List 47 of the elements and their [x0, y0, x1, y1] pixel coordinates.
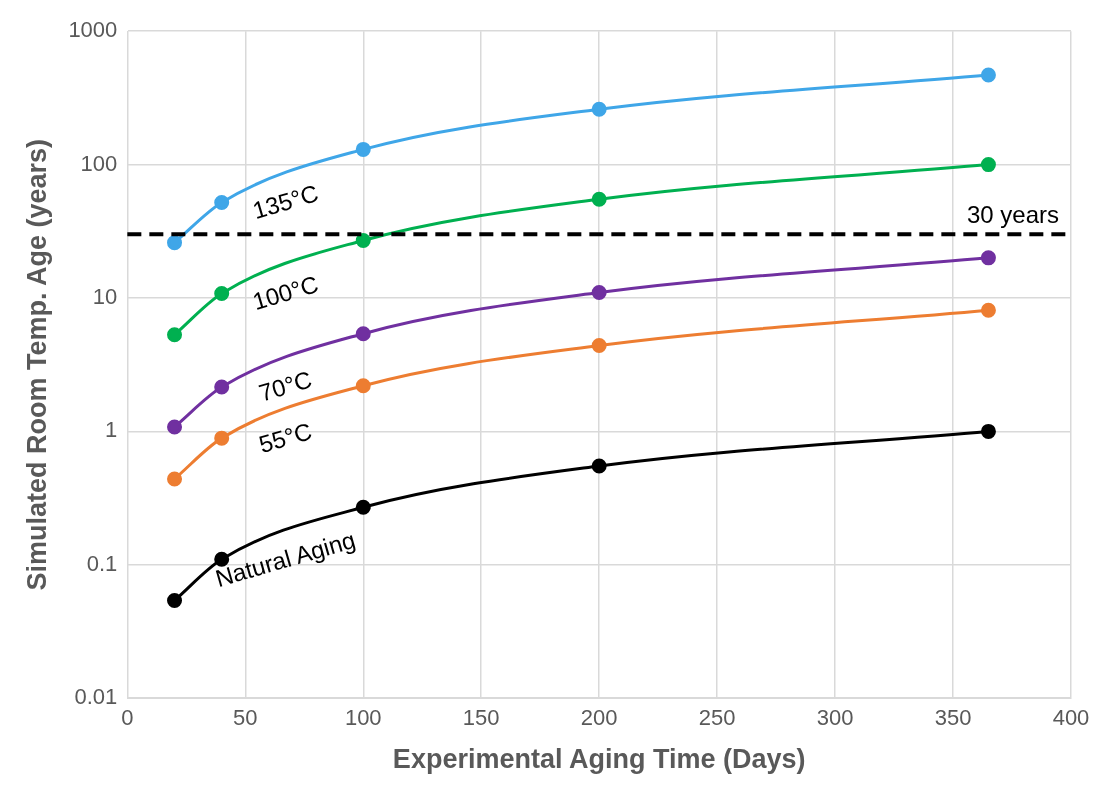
x-tick-label: 100: [344, 705, 382, 731]
x-axis-title: Experimental Aging Time (Days): [392, 744, 806, 775]
x-tick-label: 300: [816, 705, 854, 731]
text: 55°C: [255, 417, 315, 459]
point: [355, 326, 371, 342]
point: [591, 101, 607, 117]
text: 70°C: [255, 365, 315, 407]
text: Natural Aging: [212, 525, 359, 592]
point: [214, 194, 230, 210]
x-tick-label: 350: [934, 705, 972, 731]
y-tick-label: 0.01: [74, 684, 118, 710]
text: 100°C: [249, 270, 322, 316]
point: [167, 471, 183, 487]
y-tick-label: 10: [92, 284, 118, 310]
x-tick-label: 400: [1052, 705, 1090, 731]
x-tick-label: 50: [233, 705, 258, 731]
y-tick-label: 0.1: [86, 550, 118, 576]
point: [167, 235, 183, 251]
point: [355, 378, 371, 394]
ref-line-label: 30 years: [966, 200, 1059, 228]
y-tick-label: 1: [105, 417, 118, 443]
point: [167, 593, 183, 608]
point: [167, 327, 183, 343]
x-tick-label: 0: [121, 705, 134, 731]
point: [167, 419, 183, 435]
point: [591, 284, 607, 300]
y-tick-label: 100: [80, 150, 118, 176]
x-tick-label: 150: [462, 705, 500, 731]
point: [214, 379, 230, 395]
point: [214, 430, 230, 446]
point: [591, 458, 607, 474]
y-axis-title: Simulated Room Temp. Age (years): [21, 138, 52, 591]
x-tick-label: 250: [698, 705, 736, 731]
point: [980, 423, 996, 439]
x-tick-label: 200: [580, 705, 618, 731]
point: [980, 250, 996, 266]
point: [355, 499, 371, 515]
point: [980, 67, 996, 83]
point: [591, 338, 607, 354]
y-tick-label: 1000: [68, 17, 118, 43]
text: 135°C: [249, 179, 322, 225]
point: [980, 302, 996, 318]
point: [591, 191, 607, 207]
point: [980, 157, 996, 173]
point: [355, 141, 371, 157]
point: [214, 286, 230, 302]
point: [355, 232, 371, 248]
